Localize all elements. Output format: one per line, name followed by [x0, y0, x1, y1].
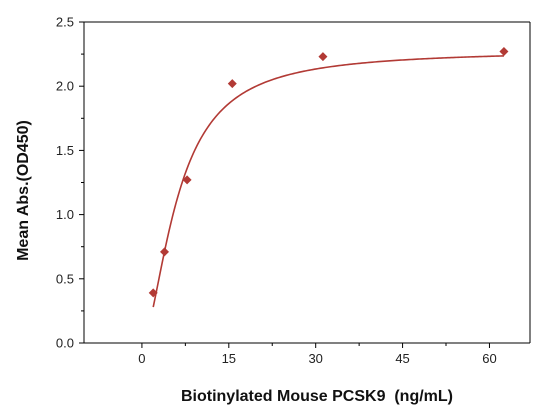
y-tick-label: 2.0 [56, 79, 74, 94]
data-point [148, 288, 158, 298]
x-axis-title: Biotinylated Mouse PCSK9 (ng/mL) [181, 388, 453, 405]
data-point [160, 247, 170, 257]
y-axis-title: Mean Abs.(OD450) [15, 120, 32, 261]
y-axis-ticks: 0.0 0.5 1.0 1.5 2.0 2.5 [56, 15, 84, 351]
x-axis-ticks: 0 15 30 45 60 [138, 343, 497, 366]
data-point [499, 47, 509, 57]
x-tick-label: 45 [395, 351, 409, 366]
x-tick-label: 60 [482, 351, 496, 366]
y-tick-label: 0.5 [56, 271, 74, 286]
y-tick-label: 1.0 [56, 207, 74, 222]
y-tick-label: 1.5 [56, 143, 74, 158]
data-points [148, 47, 509, 298]
data-point [182, 175, 192, 185]
y-tick-label: 2.5 [56, 15, 74, 30]
data-point [227, 79, 237, 89]
x-tick-label: 15 [222, 351, 236, 366]
x-tick-label: 0 [138, 351, 145, 366]
y-tick-label: 0.0 [56, 336, 74, 351]
data-point [318, 52, 328, 62]
x-tick-label: 30 [308, 351, 322, 366]
fit-curve [152, 55, 504, 308]
